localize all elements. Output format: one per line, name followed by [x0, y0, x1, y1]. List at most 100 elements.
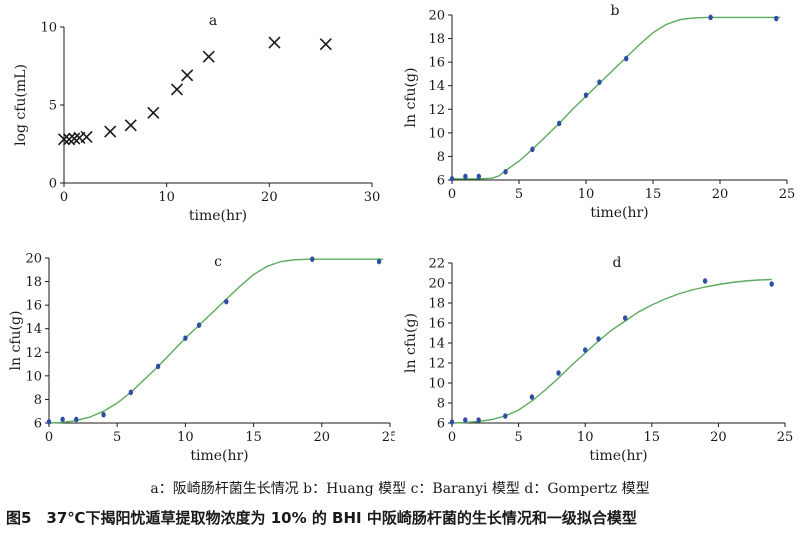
chart-d: 0 5 10 15 20 25 6 8 10 12 14 16 18 20 22 time(hr) ln cfu… [403, 255, 794, 464]
y-tick-label: 20 [428, 9, 445, 24]
chart-panel-d: 0 5 10 15 20 25 6 8 10 12 14 16 18 20 22 time(hr) ln cfu… [395, 240, 800, 479]
data-point [319, 38, 332, 51]
cross-stroke [147, 106, 160, 119]
cross-stroke [104, 125, 117, 138]
data-point [74, 416, 79, 423]
cross-stroke [268, 36, 281, 49]
y-axis-label: ln cfu(g) [8, 311, 24, 371]
data-point [463, 417, 468, 423]
y-tick-label: 18 [428, 32, 445, 47]
x-tick-label: 5 [515, 187, 523, 202]
y-tick-label: 18 [428, 297, 445, 312]
y-tick-label: 14 [428, 79, 445, 94]
data-point [583, 92, 589, 98]
y-axis-label: log cfu(mL) [13, 64, 29, 146]
data-point [529, 394, 535, 400]
data-point [556, 370, 561, 376]
y-tick-label: 20 [428, 277, 445, 292]
x-axis-label: time(hr) [190, 448, 248, 464]
data-point [147, 106, 160, 119]
data-point [476, 173, 481, 180]
x-tick-label: 10 [578, 187, 595, 202]
chart-panel-a: 0 10 20 30 0 5 10 time(hr) log cfu(mL) a [0, 0, 395, 234]
x-tick-label: 5 [113, 430, 121, 445]
cross-stroke [202, 50, 215, 63]
x-tick-label: 25 [777, 430, 794, 445]
data-point [769, 281, 774, 287]
y-axis-label: ln cfu(g) [403, 313, 419, 373]
data-point [268, 36, 281, 49]
data-point [128, 389, 134, 396]
chart-a: 0 10 20 30 0 5 10 time(hr) log cfu(mL) a [13, 13, 381, 224]
y-tick-label: 8 [437, 150, 445, 165]
data-point [68, 132, 81, 145]
x-tick-label: 0 [60, 190, 68, 205]
y-tick-label: 16 [25, 299, 42, 314]
x-tick-label: 10 [577, 430, 594, 445]
panel-label: b [611, 3, 620, 19]
x-tick-label: 25 [382, 430, 395, 445]
data-point [310, 256, 315, 262]
chart-b: 0 5 10 15 20 25 6 8 10 12 14 16 18 20 time(hr) ln cfu(g… [403, 3, 795, 221]
data-point [503, 168, 508, 175]
cross-stroke [170, 83, 183, 96]
y-tick-label: 12 [25, 346, 42, 361]
data-point [449, 419, 455, 425]
y-axis-label: ln cfu(g) [403, 68, 419, 128]
y-tick-label: 10 [428, 377, 445, 392]
data-point [708, 14, 713, 21]
x-tick-label: 20 [261, 190, 278, 205]
data-point [181, 69, 194, 82]
panel-label: a [209, 13, 217, 29]
x-tick-label: 5 [514, 430, 522, 445]
x-tick-label: 0 [448, 430, 456, 445]
y-tick-label: 16 [428, 56, 445, 71]
data-point [63, 133, 76, 146]
data-point [376, 258, 382, 265]
cross-stroke [181, 69, 194, 82]
y-tick-label: 10 [25, 369, 42, 384]
figure-legend: a：阪崎肠杆菌生长情况 b：Huang 模型 c：Baranyi 模型 d：Go… [150, 481, 650, 497]
data-point [702, 278, 708, 284]
y-tick-label: 14 [428, 337, 445, 352]
y-tick-label: 10 [40, 21, 57, 36]
data-point [463, 173, 468, 180]
data-point [124, 119, 137, 132]
x-axis-label: time(hr) [590, 205, 648, 221]
chart-panel-c: 0 5 10 15 20 25 6 8 10 12 14 16 18 20 time(hr) ln cfu(g… [0, 240, 398, 479]
y-tick-label: 14 [25, 322, 42, 337]
cross-stroke [68, 132, 81, 145]
x-tick-label: 30 [364, 190, 381, 205]
data-point [596, 336, 601, 342]
data-point [101, 411, 106, 418]
y-tick-label: 12 [428, 357, 445, 372]
y-tick-label: 12 [428, 103, 445, 118]
data-point [557, 120, 562, 127]
data-point [597, 79, 602, 85]
y-tick-label: 16 [428, 317, 445, 332]
panel-label: c [214, 254, 222, 270]
x-tick-label: 15 [644, 430, 661, 445]
y-tick-label: 0 [49, 177, 57, 192]
cross-stroke [124, 119, 137, 132]
y-tick-label: 6 [437, 174, 445, 189]
chart-c: 0 5 10 15 20 25 6 8 10 12 14 16 18 20 time(hr) ln cfu(g… [8, 252, 398, 465]
panel-label: d [613, 255, 622, 271]
data-point [57, 133, 71, 146]
y-tick-label: 6 [34, 417, 42, 432]
x-tick-label: 10 [158, 190, 175, 205]
data-point [503, 413, 508, 419]
x-tick-label: 15 [245, 430, 262, 445]
data-point [476, 417, 481, 423]
data-point [80, 130, 93, 144]
y-tick-label: 8 [437, 397, 445, 412]
y-tick-label: 18 [25, 275, 42, 290]
x-tick-label: 0 [45, 430, 53, 445]
x-tick-label: 10 [177, 430, 194, 445]
data-point [183, 335, 188, 341]
chart-panel-b: 0 5 10 15 20 25 6 8 10 12 14 16 18 20 time(hr) ln cfu(g… [395, 0, 800, 234]
data-point [449, 176, 455, 182]
x-tick-label: 20 [712, 187, 729, 202]
x-tick-label: 15 [645, 187, 662, 202]
y-tick-label: 6 [437, 417, 445, 432]
